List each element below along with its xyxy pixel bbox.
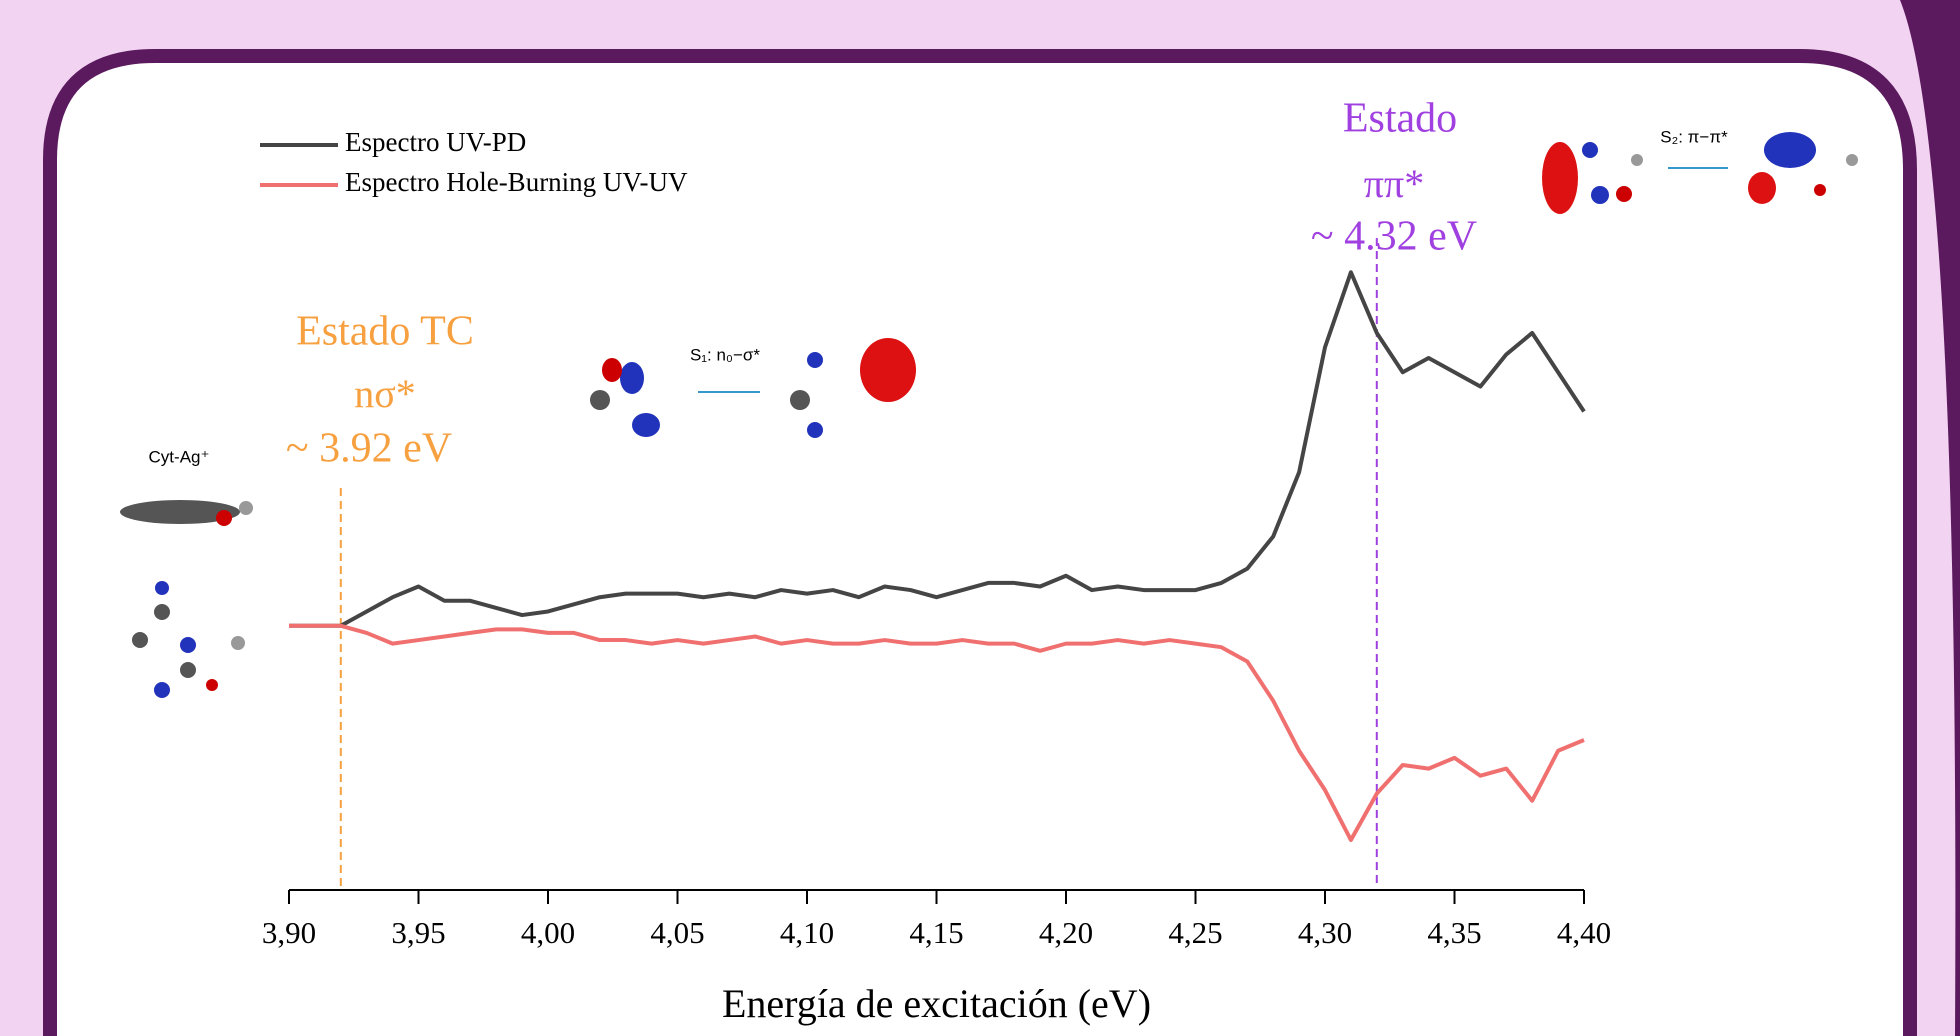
- annotation: Estado: [1343, 96, 1457, 142]
- annotation: ~ 4.32 eV: [1311, 214, 1477, 260]
- annotation: S₂: π−π*: [1660, 127, 1728, 146]
- x-tick-label: 4,15: [909, 915, 963, 950]
- series-line: [289, 270, 1586, 628]
- x-tick-label: 4,35: [1427, 915, 1481, 950]
- legend-label: Espectro Hole-Burning UV-UV: [345, 167, 688, 197]
- x-tick-label: 4,10: [780, 915, 834, 950]
- x-tick-label: 4,30: [1298, 915, 1352, 950]
- annotation: ~ 3.92 eV: [286, 426, 452, 472]
- x-tick-label: 4,25: [1168, 915, 1222, 950]
- x-tick-label: 4,05: [650, 915, 704, 950]
- x-axis-label: Energía de excitación (eV): [722, 981, 1151, 1026]
- legend-label: Espectro UV-PD: [345, 127, 526, 157]
- annotation: S₁: n₀−σ*: [690, 345, 760, 364]
- annotation: Estado TC: [296, 309, 474, 355]
- molecules: [120, 132, 1858, 698]
- x-tick-label: 4,40: [1557, 915, 1611, 950]
- annotation: nσ*: [354, 371, 416, 416]
- annotation: Cyt-Ag⁺: [149, 447, 210, 466]
- x-tick-label: 4,20: [1039, 915, 1093, 950]
- x-tick-label: 4,00: [521, 915, 575, 950]
- x-tick-label: 3,90: [262, 915, 316, 950]
- series-line: [289, 623, 1585, 843]
- panel: [43, 49, 1917, 1036]
- annotation: ππ*: [1364, 161, 1424, 206]
- x-tick-label: 3,95: [391, 915, 445, 950]
- frame-accent: [1900, 0, 1960, 1036]
